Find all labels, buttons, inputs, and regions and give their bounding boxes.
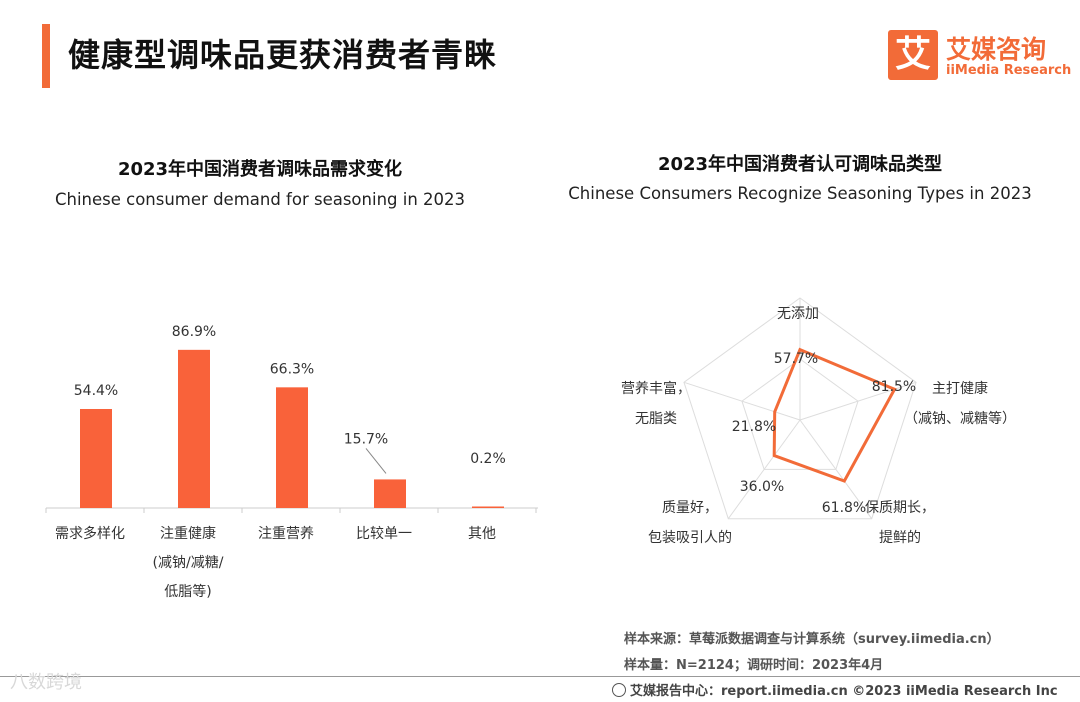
bar-category-label: 其他 [468,526,496,542]
bar [374,479,406,508]
bar-label-leader [365,448,387,474]
radar-category-label: （减钠、减糖等） [904,410,1016,427]
radar-grid-ring [741,358,859,470]
bar-category-label: 注重健康 [160,525,216,542]
bar-category-label: (减钠/减糖/ [153,555,224,571]
radar-spoke [727,419,801,519]
radar-value-label: 36.0% [740,479,784,495]
logo-mark: 艾 [888,30,938,80]
radar-grid-ring [683,297,917,520]
bar-chart-title: 2023年中国消费者调味品需求变化 [117,159,403,180]
bar [276,387,308,508]
radar-value-label: 81.5% [872,379,916,395]
radar-series-line [772,347,897,483]
bar-value-label: 66.3% [270,361,314,377]
radar-spoke [799,419,873,519]
bar [178,349,210,508]
radar-chart-title: 2023年中国消费者认可调味品类型 [657,154,943,175]
bar [80,408,112,508]
iimedia-logo[interactable]: 艾 艾媒咨询 iiMedia Research [888,30,1072,84]
bar-category-label: 需求多样化 [55,525,125,542]
footer-divider [0,676,1080,677]
sample-size-note: 样本量：N=2124；调研时间：2023年4月 [624,658,884,673]
bar-category-label: 低脂等) [164,583,211,600]
watermark: 八数跨境 [10,672,82,693]
radar-category-label: 营养丰富， [621,380,691,397]
footer: 艾媒报告中心：report.iimedia.cn ©2023 iiMedia R… [612,680,1058,699]
radar-category-label: 质量好， [662,500,718,516]
radar-category-label: 保质期长， [865,500,935,516]
radar-category-label: 无脂类 [635,411,677,427]
bar-category-label: 比较单一 [356,526,412,542]
radar-value-label: 61.8% [822,500,866,516]
bar [472,506,504,508]
radar-spoke [799,381,917,421]
radar-category-label: 主打健康 [932,380,988,397]
page-title: 健康型调味品更获消费者青睐 [68,36,498,74]
footer-text: 艾媒报告中心：report.iimedia.cn ©2023 iiMedia R… [630,684,1058,699]
radar-value-label: 57.7% [774,351,818,367]
bar-value-label: 0.2% [470,451,506,467]
logo-name-en: iiMedia Research [946,63,1072,78]
bar-category-label: 注重营养 [258,526,314,542]
radar-chart-subtitle: Chinese Consumers Recognize Seasoning Ty… [568,184,1032,203]
bar-value-label: 15.7% [344,431,388,447]
sample-source-note: 样本来源：草莓派数据调查与计算系统（survey.iimedia.cn） [624,632,1000,647]
radar-category-label: 包装吸引人的 [648,530,732,546]
bar-chart-subtitle: Chinese consumer demand for seasoning in… [54,190,466,209]
logo-name-cn: 艾媒咨询 [946,35,1047,64]
radar-spoke [683,381,801,421]
title-accent-bar [42,24,50,88]
bar-chart: 54.4% 需求多样化 86.9% 注重健康 (减钠/减糖/低脂等) 66.3% 注重营养 1… [45,324,538,600]
radar-category-label: 提鲜的 [879,530,921,546]
radar-category-label: 无添加 [777,306,819,322]
bar-value-label: 54.4% [74,383,118,399]
radar-value-label: 21.8% [732,419,776,435]
bar-value-label: 86.9% [172,324,216,340]
globe-icon [612,683,626,697]
